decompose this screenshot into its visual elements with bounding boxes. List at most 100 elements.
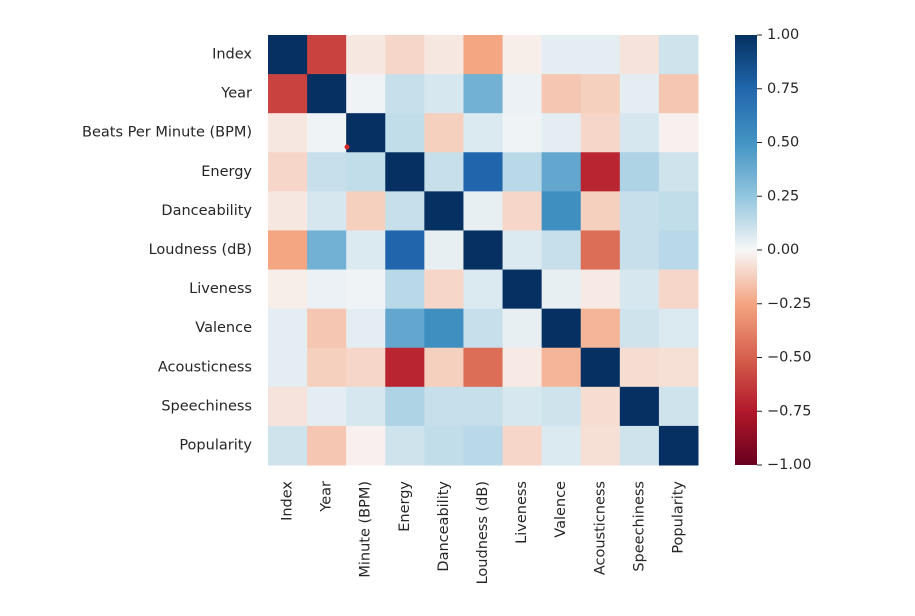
- heatmap-cell: [463, 308, 504, 349]
- heatmap-cell: [619, 35, 660, 75]
- heatmap-cell: [385, 191, 425, 231]
- heatmap-cell: [580, 35, 621, 75]
- heatmap-cell: [307, 308, 347, 349]
- heatmap-cell: [619, 386, 660, 427]
- heatmap-cell: [658, 230, 699, 271]
- heatmap-cell: [346, 269, 386, 310]
- heatmap-cell: [346, 35, 386, 75]
- heatmap-cell: [658, 386, 699, 427]
- row-tick-label: Speechiness: [161, 398, 252, 414]
- heatmap-cell: [502, 347, 543, 388]
- heatmap-cell: [463, 113, 504, 153]
- heatmap-cell: [268, 269, 308, 310]
- heatmap-cell: [619, 230, 660, 271]
- heatmap-cell: [658, 425, 699, 466]
- heatmap-cell: [502, 35, 543, 75]
- heatmap-cell: [580, 269, 621, 310]
- colorbar-gradient: [735, 35, 757, 465]
- row-tick-label: Popularity: [179, 437, 252, 453]
- column-tick-label: Valence: [553, 481, 569, 538]
- heatmap-cell: [502, 191, 543, 231]
- heatmap-cell: [463, 152, 504, 192]
- heatmap-cell: [307, 113, 347, 153]
- heatmap-cell: [307, 191, 347, 231]
- column-tick-label: Speechiness: [631, 481, 647, 572]
- heatmap-cell: [346, 230, 386, 271]
- heatmap-cell: [580, 191, 621, 231]
- heatmap-cell: [619, 191, 660, 231]
- heatmap-cell: [619, 425, 660, 466]
- heatmap-cell: [385, 74, 425, 114]
- heatmap-cell: [463, 386, 504, 427]
- heatmap-cell: [463, 35, 504, 75]
- colorbar-tick-label: 0.25: [767, 188, 799, 204]
- heatmap-cell: [541, 74, 582, 114]
- row-tick-label: Danceability: [161, 203, 252, 219]
- heatmap-cell: [424, 347, 464, 388]
- heatmap-cell: [346, 347, 386, 388]
- colorbar-ticks: 1.00 0.75 0.50 0.25 0.00 −0.25 −0.50 −0.75 −1.00: [757, 27, 811, 473]
- heatmap-cell: [385, 152, 425, 192]
- colorbar: [735, 35, 757, 465]
- column-tick-labels: Index Year Minute (BPM) Energy Danceability L…: [280, 481, 687, 585]
- heatmap-cell: [346, 113, 386, 153]
- heatmap-cell: [268, 152, 308, 192]
- heatmap-cell: [580, 347, 621, 388]
- row-tick-label: Liveness: [189, 281, 252, 297]
- heatmap-cell: [502, 230, 543, 271]
- heatmap-cell: [658, 113, 699, 153]
- heatmap-cell: [424, 269, 464, 310]
- row-tick-labels: Index Year Beats Per Minute (BPM) Energy Dan…: [82, 47, 252, 454]
- heatmap-cell: [580, 425, 621, 466]
- column-tick-label: Liveness: [514, 481, 530, 544]
- heatmap-cell: [502, 113, 543, 153]
- heatmap-cell: [385, 35, 425, 75]
- heatmap-cell: [619, 269, 660, 310]
- column-tick-label: Loudness (dB): [475, 481, 491, 584]
- heatmap-cell: [268, 113, 308, 153]
- row-tick-label: Valence: [195, 320, 252, 336]
- heatmap-cell: [385, 425, 425, 466]
- row-tick-label: Year: [220, 86, 252, 102]
- heatmap-cell: [346, 425, 386, 466]
- heatmap-cell: [502, 152, 543, 192]
- heatmap-cell: [463, 74, 504, 114]
- row-tick-label: Acousticness: [158, 359, 252, 375]
- heatmap-cell: [385, 230, 425, 271]
- heatmap-cell: [619, 152, 660, 192]
- heatmap-cell: [346, 152, 386, 192]
- heatmap-cell: [580, 152, 621, 192]
- heatmap-cell: [619, 113, 660, 153]
- row-tick-label: Index: [212, 47, 252, 63]
- heatmap-cell: [580, 113, 621, 153]
- heatmap-cell: [463, 269, 504, 310]
- heatmap-cell: [502, 386, 543, 427]
- heatmap-cell: [424, 425, 464, 466]
- heatmap-cell: [346, 308, 386, 349]
- heatmap-cell: [619, 308, 660, 349]
- column-tick-label: Energy: [397, 481, 413, 532]
- heatmap-cell: [268, 191, 308, 231]
- heatmap-cell: [463, 425, 504, 466]
- colorbar-tick-label: 0.50: [767, 135, 799, 151]
- heatmap-cell: [580, 386, 621, 427]
- heatmap-cell: [502, 425, 543, 466]
- row-tick-label: Loudness (dB): [149, 242, 252, 258]
- heatmap-cell: [658, 74, 699, 114]
- heatmap-cell: [346, 74, 386, 114]
- heatmap-cell: [541, 113, 582, 153]
- heatmap-cell: [541, 35, 582, 75]
- heatmap-cell: [541, 152, 582, 192]
- colorbar-tick-label: −0.25: [767, 296, 811, 312]
- heatmap-cell: [463, 347, 504, 388]
- heatmap-cell: [502, 269, 543, 310]
- heatmap-cell: [307, 386, 347, 427]
- column-tick-label: Minute (BPM): [358, 481, 374, 578]
- heatmap-cell: [424, 308, 464, 349]
- column-tick-label: Danceability: [436, 481, 452, 572]
- heatmap-cell: [307, 35, 347, 75]
- heatmap-cell: [385, 386, 425, 427]
- heatmap-cell: [424, 386, 464, 427]
- heatmap-cell: [268, 308, 308, 349]
- heatmap-cells: [268, 35, 699, 466]
